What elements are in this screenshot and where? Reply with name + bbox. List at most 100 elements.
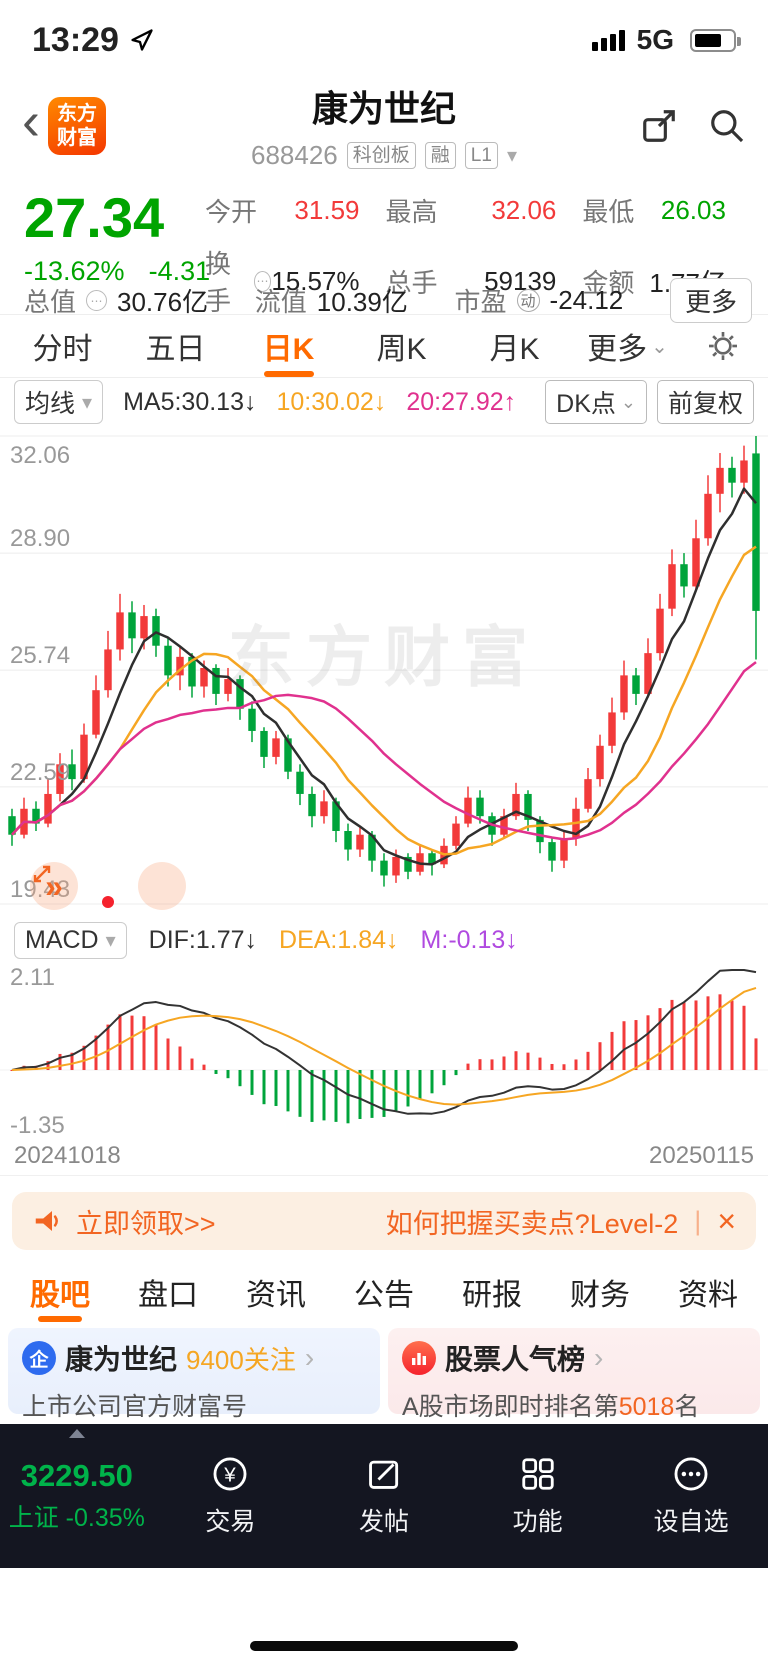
megaphone-icon (35, 1211, 58, 1231)
stat-high: 最高 32.06 (385, 195, 557, 227)
m-value: M:-0.13↓ (420, 925, 518, 954)
indicator-red-dot (102, 896, 114, 908)
change-value: -4.31 (148, 256, 211, 286)
tab-notices[interactable]: 公告 (354, 1279, 414, 1312)
nav-trade[interactable]: ¥ 交易 (154, 1424, 308, 1568)
tab-news[interactable]: 资讯 (246, 1279, 306, 1312)
banner-cta[interactable]: 立即领取>> (76, 1208, 216, 1239)
chevron-right-icon: › (594, 1342, 604, 1373)
company-subtitle: 上市公司官方财富号 (22, 1393, 248, 1421)
more-stats-button[interactable]: 更多 (669, 278, 752, 323)
chevron-down-icon: ▾ (105, 929, 116, 952)
battery-icon (690, 28, 741, 52)
stat-low: 最低 26.03 (582, 195, 726, 227)
nav-shanghai-index[interactable]: 3229.50 上证 -0.35% (0, 1424, 154, 1568)
dk-point-button[interactable]: DK点 ⌄ (545, 380, 647, 424)
stat-pe-ratio: 市盈 动 -24.12 (454, 285, 624, 317)
period-tab-bar: 分时 五日 日K 周K 月K 更多 ⌄ (0, 314, 768, 378)
tab-finance[interactable]: 财务 (570, 1279, 630, 1312)
candlestick-plot[interactable] (0, 426, 768, 918)
trade-yuan-icon: ¥ (213, 1457, 247, 1490)
gear-icon (709, 332, 737, 360)
dea-value: DEA:1.84↓ (279, 925, 399, 954)
clock-text: 13:29 (32, 20, 119, 59)
ma20-value: 20:27.92↑ (406, 387, 517, 416)
tab-monthly-k[interactable]: 月K (489, 333, 540, 366)
chevron-right-icon: › (304, 1342, 315, 1373)
macd-chart[interactable]: 2.11 -1.35 (0, 962, 768, 1142)
search-icon[interactable] (708, 107, 746, 145)
home-indicator[interactable] (250, 1641, 518, 1651)
company-icon: 企 (22, 1341, 56, 1375)
tab-pankou[interactable]: 盘口 (138, 1279, 198, 1312)
expand-arrows-icon (33, 865, 51, 883)
quote-panel: 27.34 -13.62% -4.31 今开 31.59 最高 32.06 最低 26… (0, 182, 768, 323)
expand-chart-button[interactable] (33, 862, 186, 910)
x-axis-labels: 20241018 20250115 (0, 1142, 768, 1176)
ma5-value: MA5:30.13↓ (123, 387, 257, 416)
x-axis-start-label: 20241018 (14, 1142, 121, 1169)
banner-divider: | (694, 1205, 702, 1236)
share-icon[interactable] (640, 107, 678, 145)
company-name: 康为世纪 (65, 1344, 178, 1375)
nav-add-watchlist[interactable]: 设自选 (614, 1424, 768, 1568)
watermark: 东方财富 (228, 620, 540, 695)
y-axis-label: 22.59 (10, 759, 71, 786)
tab-more[interactable]: 更多 ⌄ (587, 333, 668, 366)
popularity-card[interactable]: 股票人气榜 › A股市场即时排名第5018名 (388, 1328, 760, 1421)
tab-profile[interactable]: 资料 (678, 1279, 738, 1312)
ma-selector[interactable]: 均线 ▾ (14, 380, 104, 424)
tab-guba[interactable]: 股吧 (6, 1260, 114, 1324)
fast-forward-button[interactable]: » (30, 862, 78, 910)
chevron-down-icon: ⌄ (620, 391, 636, 412)
grid-icon (521, 1457, 554, 1490)
back-button[interactable]: ‹ (22, 91, 40, 151)
popularity-icon (402, 1341, 436, 1375)
tab-weekly-k[interactable]: 周K (376, 333, 427, 366)
nav-features[interactable]: 功能 (461, 1424, 615, 1568)
watchlist-dots-icon (674, 1457, 708, 1490)
location-arrow-icon (131, 29, 153, 51)
subtitle-caret-icon[interactable]: ▾ (506, 145, 517, 167)
followers-count: 9400关注 (186, 1344, 296, 1375)
kline-toolbar: 均线 ▾ MA5:30.13↓ 10:30.02↓ 20:27.92↑ DK点 … (0, 378, 768, 426)
macd-axis-max: 2.11 (10, 964, 55, 991)
tab-research[interactable]: 研报 (462, 1279, 522, 1312)
info-icon[interactable]: ⋯ (86, 290, 108, 311)
tab-minute[interactable]: 分时 (32, 333, 93, 366)
macd-toolbar: MACD ▾ DIF:1.77↓ DEA:1.84↓ M:-0.13↓ (0, 918, 768, 962)
section-tab-bar: 股吧 盘口 资讯 公告 研报 财务 资料 (0, 1260, 768, 1324)
level-badge: L1 (464, 141, 498, 170)
banner-close-button[interactable]: × (717, 1203, 736, 1239)
margin-badge: 融 (424, 141, 456, 170)
stat-market-cap: 总值 ⋯ 30.76亿 (24, 287, 209, 317)
dif-value: DIF:1.77↓ (148, 925, 258, 954)
company-card[interactable]: 企 康为世纪 9400关注 › 上市公司官方财富号 (8, 1328, 380, 1421)
kline-chart[interactable]: 32.06 28.90 25.74 22.59 19.43 东方财富 » (0, 426, 768, 918)
status-bar: 13:29 5G (0, 0, 768, 70)
tab-daily-k[interactable]: 日K (232, 315, 345, 377)
adjust-mode-button[interactable]: 前复权 (656, 380, 754, 424)
macd-plot[interactable] (0, 962, 768, 1142)
popularity-rank-text: A股市场即时排名第5018名 (402, 1393, 700, 1421)
tab-5day[interactable]: 五日 (145, 333, 206, 366)
pe-dynamic-badge: 动 (516, 289, 540, 312)
nav-post[interactable]: 发帖 (307, 1424, 461, 1568)
chevron-down-icon: ⌄ (651, 335, 668, 358)
stat-today-open: 今开 31.59 (205, 195, 360, 227)
bottom-nav: 3229.50 上证 -0.35% ¥ 交易 发帖 功能 设自选 (0, 1424, 768, 1568)
status-time: 13:29 (32, 21, 155, 60)
promo-banner[interactable]: 立即领取>> 如何把握买卖点?Level-2 | × (12, 1192, 756, 1250)
indicator-selector[interactable]: MACD ▾ (14, 921, 127, 959)
y-axis-label: 32.06 (10, 442, 71, 469)
banner-text[interactable]: 如何把握买卖点?Level-2 (385, 1208, 679, 1239)
stat-float-cap: 流值 10.39亿 (254, 287, 408, 317)
macd-axis-min: -1.35 (10, 1112, 65, 1139)
chart-settings-button[interactable] (684, 315, 762, 377)
stat-turnover: 换手 ⋯ 15.57% (205, 249, 360, 316)
y-axis-label: 28.90 (10, 525, 71, 552)
index-expand-caret[interactable] (68, 1429, 85, 1438)
info-icon[interactable]: ⋯ (253, 270, 272, 292)
y-axis-label: 25.74 (10, 642, 71, 669)
header: ‹ 东方 财富 康为世纪 688426 科创板 融 L1 ▾ (0, 70, 768, 182)
